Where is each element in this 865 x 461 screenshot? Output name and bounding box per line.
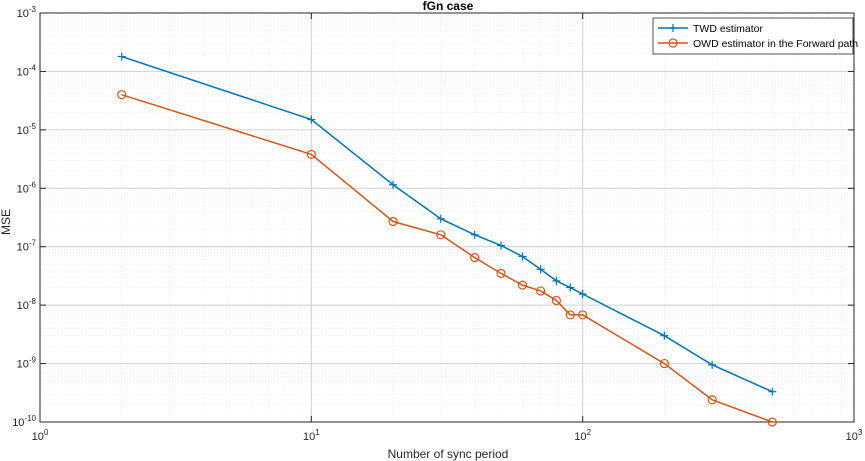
data-point-plus: [566, 283, 575, 292]
y-tick-label: 10-9: [17, 356, 37, 371]
series-line: [121, 55, 773, 393]
grid: [40, 13, 854, 422]
x-tick-label: 102: [574, 428, 591, 443]
data-point-circle: [496, 268, 506, 278]
data-point-plus: [470, 230, 479, 239]
data-point-circle: [659, 358, 669, 369]
data-point-plus: [518, 252, 527, 261]
plot-area: [39, 12, 855, 423]
legend-label: TWD estimator: [693, 23, 764, 35]
data-point-plus: [660, 331, 669, 340]
series-lines: [117, 52, 777, 427]
data-point-plus: [307, 115, 316, 124]
y-tick-label: 10-5: [17, 122, 37, 137]
x-tick-label: 100: [32, 428, 49, 443]
data-point-plus: [436, 214, 445, 223]
y-axis-label: MSE: [0, 209, 13, 235]
data-point-plus: [578, 290, 587, 299]
series-line: [121, 93, 773, 423]
data-point-plus: [669, 24, 677, 32]
data-point-plus: [708, 360, 717, 369]
data-point-plus: [389, 180, 398, 189]
legend: TWD estimator OWD estimator in the Forwar…: [652, 17, 858, 55]
data-point-circle: [306, 149, 316, 160]
data-point-plus: [117, 52, 126, 61]
data-point-plus: [496, 241, 505, 250]
legend-entry: TWD estimator: [658, 23, 764, 35]
series-2: [117, 90, 777, 427]
data-point-circle: [436, 230, 446, 240]
y-tick-label: 10-8: [17, 297, 37, 312]
data-point-circle: [565, 310, 575, 320]
data-point-circle: [707, 395, 717, 405]
data-point-circle: [536, 286, 546, 296]
data-point-circle: [117, 90, 127, 100]
y-tick-label: 10-6: [17, 180, 37, 195]
legend-entry: OWD estimator in the Forward path: [658, 38, 858, 50]
legend-label: OWD estimator in the Forward path: [693, 38, 858, 50]
data-point-circle: [578, 310, 588, 320]
chart-title: fGn case: [423, 0, 474, 13]
data-point-plus: [768, 387, 777, 396]
y-tick-label: 10-7: [17, 239, 37, 254]
data-point-circle: [470, 253, 480, 263]
x-axis-label: Number of sync period: [388, 447, 509, 461]
y-tick-label: 10-10: [12, 414, 36, 429]
data-point-plus: [552, 276, 561, 285]
data-point-plus: [536, 265, 545, 274]
x-tick-label: 101: [303, 428, 320, 443]
y-tick-label: 10-3: [17, 5, 37, 20]
data-point-circle: [517, 280, 528, 290]
x-tick-label: 103: [846, 428, 863, 443]
data-point-circle: [388, 216, 398, 227]
data-point-circle: [551, 295, 561, 306]
data-point-circle: [767, 417, 777, 427]
axis-ticks: 100 101 102 103 10-10 10-9 10-8 10-7 10-6 10-5 10-…: [12, 5, 863, 443]
data-point-circle: [668, 38, 678, 48]
series-1: [117, 52, 777, 396]
y-tick-label: 10-4: [17, 63, 37, 78]
legend-box: [652, 17, 854, 55]
